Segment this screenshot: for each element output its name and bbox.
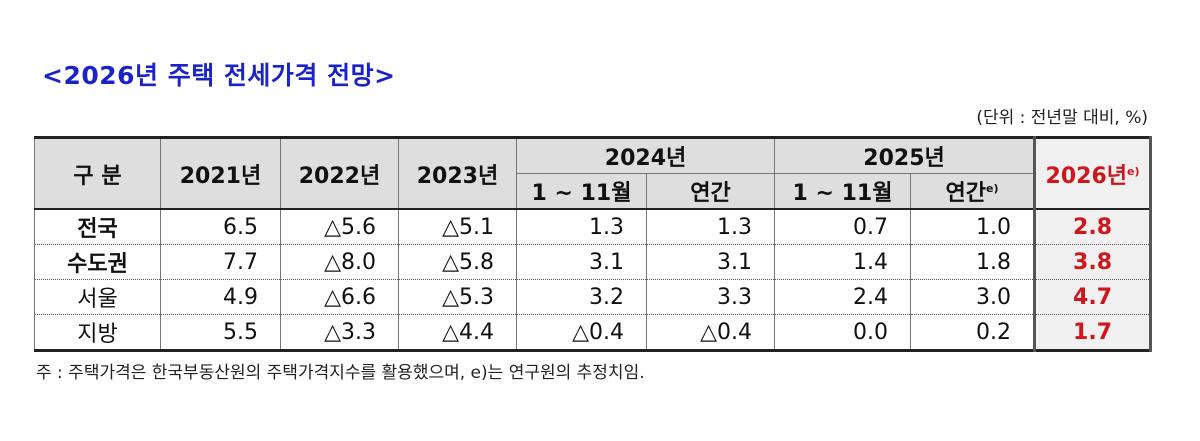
header-2021: 2021년 [160, 137, 281, 210]
cell-2024-annual: 1.3 [645, 209, 776, 245]
forecast-table: 구 분 2021년 2022년 2023년 2024년 2025년 2026년e… [34, 136, 1153, 352]
cell-2025-jan-nov: 0.7 [774, 209, 912, 245]
header-2025-jan-nov: 1 ~ 11월 [774, 173, 912, 210]
row-label: 수도권 [34, 244, 161, 280]
cell-2021: 7.7 [160, 244, 281, 280]
header-2024: 2024년 [515, 137, 776, 174]
header-2023: 2023년 [398, 137, 517, 210]
row-label: 서울 [34, 279, 161, 315]
cell-2022: △8.0 [280, 244, 399, 280]
header-2026-label: 2026년 [1045, 163, 1128, 189]
cell-2023: △5.1 [398, 209, 517, 245]
cell-2026: 1.7 [1033, 314, 1153, 351]
table-row: 수도권 7.7 △8.0 △5.8 3.1 3.1 1.4 1.8 3.8 [34, 244, 1153, 280]
cell-2021: 6.5 [160, 209, 281, 245]
cell-2022: △3.3 [280, 314, 399, 351]
header-2024-jan-nov: 1 ~ 11월 [516, 173, 647, 210]
table-row: 서울 4.9 △6.6 △5.3 3.2 3.3 2.4 3.0 4.7 [34, 279, 1153, 315]
cell-2026: 3.8 [1033, 244, 1153, 280]
cell-2024-annual: 3.3 [645, 279, 776, 315]
header-category: 구 분 [34, 137, 161, 210]
cell-2022: △5.6 [280, 209, 399, 245]
cell-2025-jan-nov: 1.4 [774, 244, 912, 280]
header-2025-annual-sup: e) [986, 182, 999, 195]
cell-2024-jan-nov: 3.1 [516, 244, 647, 280]
cell-2025-annual: 3.0 [910, 279, 1036, 315]
page-title: <2026년 주택 전세가격 전망> [42, 61, 396, 90]
cell-2025-annual: 0.2 [910, 314, 1036, 351]
table-row: 전국 6.5 △5.6 △5.1 1.3 1.3 0.7 1.0 2.8 [34, 209, 1153, 245]
header-2025-annual: 연간e) [910, 173, 1036, 210]
cell-2022: △6.6 [280, 279, 399, 315]
header-2022: 2022년 [280, 137, 399, 210]
cell-2024-annual: △0.4 [645, 314, 776, 351]
cell-2026: 4.7 [1033, 279, 1153, 315]
cell-2024-jan-nov: △0.4 [516, 314, 647, 351]
cell-2021: 4.9 [160, 279, 281, 315]
header-2024-annual: 연간 [645, 173, 776, 210]
footnote: 주 : 주택가격은 한국부동산원의 주택가격지수를 활용했으며, e)는 연구원… [36, 363, 645, 383]
cell-2021: 5.5 [160, 314, 281, 351]
cell-2025-jan-nov: 0.0 [774, 314, 912, 351]
cell-2025-annual: 1.8 [910, 244, 1036, 280]
cell-2024-jan-nov: 3.2 [516, 279, 647, 315]
cell-2026: 2.8 [1033, 209, 1153, 245]
table-row: 지방 5.5 △3.3 △4.4 △0.4 △0.4 0.0 0.2 1.7 [34, 314, 1153, 351]
cell-2023: △5.3 [398, 279, 517, 315]
header-2025-annual-label: 연간 [945, 181, 987, 206]
header-2026: 2026년e) [1033, 137, 1153, 210]
cell-2025-jan-nov: 2.4 [774, 279, 912, 315]
header-2026-sup: e) [1127, 164, 1140, 178]
cell-2024-jan-nov: 1.3 [516, 209, 647, 245]
cell-2024-annual: 3.1 [645, 244, 776, 280]
header-2025: 2025년 [774, 137, 1036, 174]
cell-2023: △4.4 [398, 314, 517, 351]
unit-label: (단위 : 전년말 대비, %) [976, 108, 1148, 128]
cell-2025-annual: 1.0 [910, 209, 1036, 245]
cell-2023: △5.8 [398, 244, 517, 280]
row-label: 지방 [34, 314, 161, 351]
row-label: 전국 [34, 209, 161, 245]
